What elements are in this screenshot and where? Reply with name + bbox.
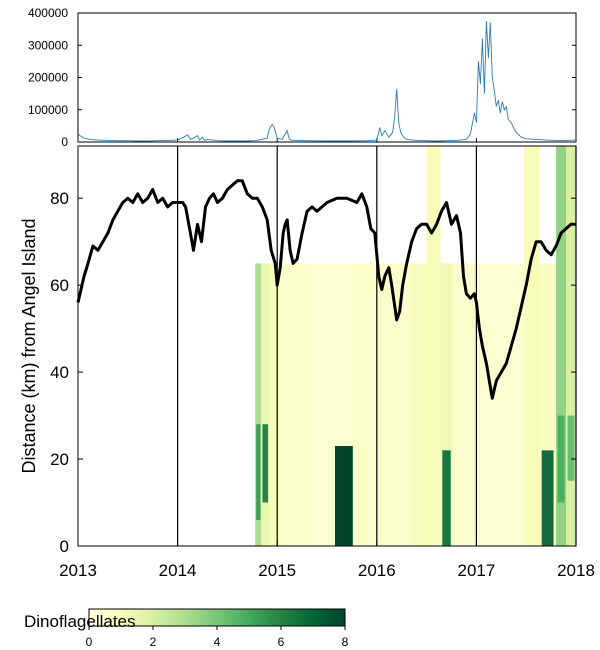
distance-plot-frame [77, 145, 577, 547]
flow-series-line [77, 21, 577, 142]
heatmap-hotspot [262, 424, 269, 503]
heatmap-cell [452, 263, 477, 546]
flow-panel: 0 100000 200000 300000 400000 [28, 6, 577, 149]
flow-y-tick-label: 300000 [28, 38, 68, 52]
heatmap-cell [566, 146, 576, 546]
heatmap-cell [524, 146, 540, 546]
distance-panel: 0 20 40 60 80 2013 2014 2015 2016 2017 2018 Dista… [19, 145, 595, 580]
year-x-tick-label: 2015 [258, 561, 296, 580]
heatmap-cell [269, 263, 280, 546]
flow-y-tick-label: 200000 [28, 71, 68, 85]
colorbar-tick-label: 2 [150, 635, 157, 649]
distance-y-tick-label: 40 [50, 363, 69, 382]
year-x-tick-label: 2018 [557, 561, 595, 580]
flow-y-tick-label: 400000 [28, 6, 68, 20]
heatmap-hotspot [541, 450, 554, 546]
flow-plot-frame [77, 12, 577, 143]
heatmap-cell [261, 263, 270, 546]
heatmap-hotspot [567, 415, 575, 481]
distance-y-tick-label: 60 [50, 276, 69, 295]
distance-series-line [76, 179, 576, 400]
distance-y-axis-label: Distance (km) from Angel Island [19, 218, 39, 473]
year-x-tick-label: 2016 [358, 561, 396, 580]
distance-y-tick-label: 0 [60, 537, 69, 556]
heatmap-cell [334, 446, 353, 546]
heatmap-cell [426, 146, 441, 546]
colorbar-label: Dinoflagellates [24, 612, 136, 631]
heatmap-cell [556, 146, 567, 546]
year-x-tick-label: 2013 [59, 561, 97, 580]
distance-y-tick-label: 80 [50, 189, 69, 208]
colorbar: Dinoflagellates 0 2 4 6 8 [24, 608, 349, 649]
heatmap-cell [440, 263, 453, 546]
heatmap-cell [352, 263, 375, 546]
heatmap-hotspot [557, 415, 565, 503]
flow-y-tick-label: 100000 [28, 103, 68, 117]
year-x-tick-label: 2014 [159, 561, 197, 580]
distance-y-tick-label: 20 [50, 450, 69, 469]
heatmap-hotspot [256, 424, 261, 520]
distance-y-axis: 0 20 40 60 80 [50, 189, 576, 556]
heatmap-cell [334, 263, 353, 446]
flow-y-tick-label: 0 [61, 135, 68, 149]
heatmap-cell [312, 263, 335, 546]
dinoflagellate-heatmap [255, 146, 576, 546]
colorbar-tick-label: 6 [278, 635, 285, 649]
heatmap-hotspot [442, 450, 451, 546]
year-x-axis: 2013 2014 2015 2016 2017 2018 [59, 541, 595, 580]
colorbar-tick-label: 4 [214, 635, 221, 649]
flow-y-axis: 0 100000 200000 300000 400000 [28, 6, 577, 149]
heatmap-cell [255, 263, 262, 546]
heatmap-cell [411, 263, 427, 546]
colorbar-tick-label: 8 [342, 635, 349, 649]
year-x-tick-label: 2017 [457, 561, 495, 580]
colorbar-tick-label: 0 [86, 635, 93, 649]
heatmap-cell [374, 263, 412, 546]
heatmap-cell [279, 263, 313, 546]
colorbar-ticks: 0 2 4 6 8 [86, 626, 349, 649]
heatmap-cell [476, 263, 525, 546]
